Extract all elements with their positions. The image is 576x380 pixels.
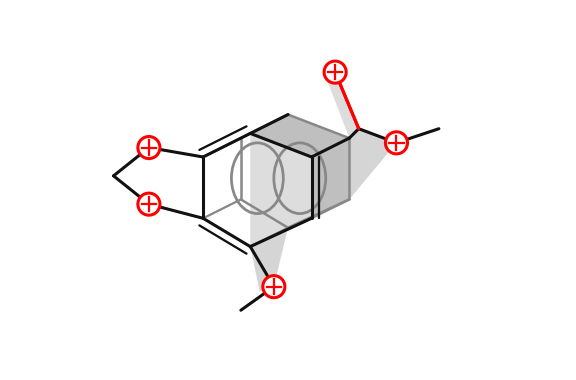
Circle shape: [385, 132, 407, 154]
Circle shape: [138, 136, 160, 158]
Polygon shape: [251, 228, 288, 291]
Polygon shape: [251, 114, 349, 247]
Polygon shape: [312, 138, 349, 218]
Circle shape: [324, 61, 346, 83]
Polygon shape: [349, 129, 396, 200]
Polygon shape: [325, 70, 359, 138]
Polygon shape: [251, 200, 349, 247]
Circle shape: [138, 193, 160, 215]
Polygon shape: [251, 114, 349, 157]
Circle shape: [263, 276, 285, 298]
